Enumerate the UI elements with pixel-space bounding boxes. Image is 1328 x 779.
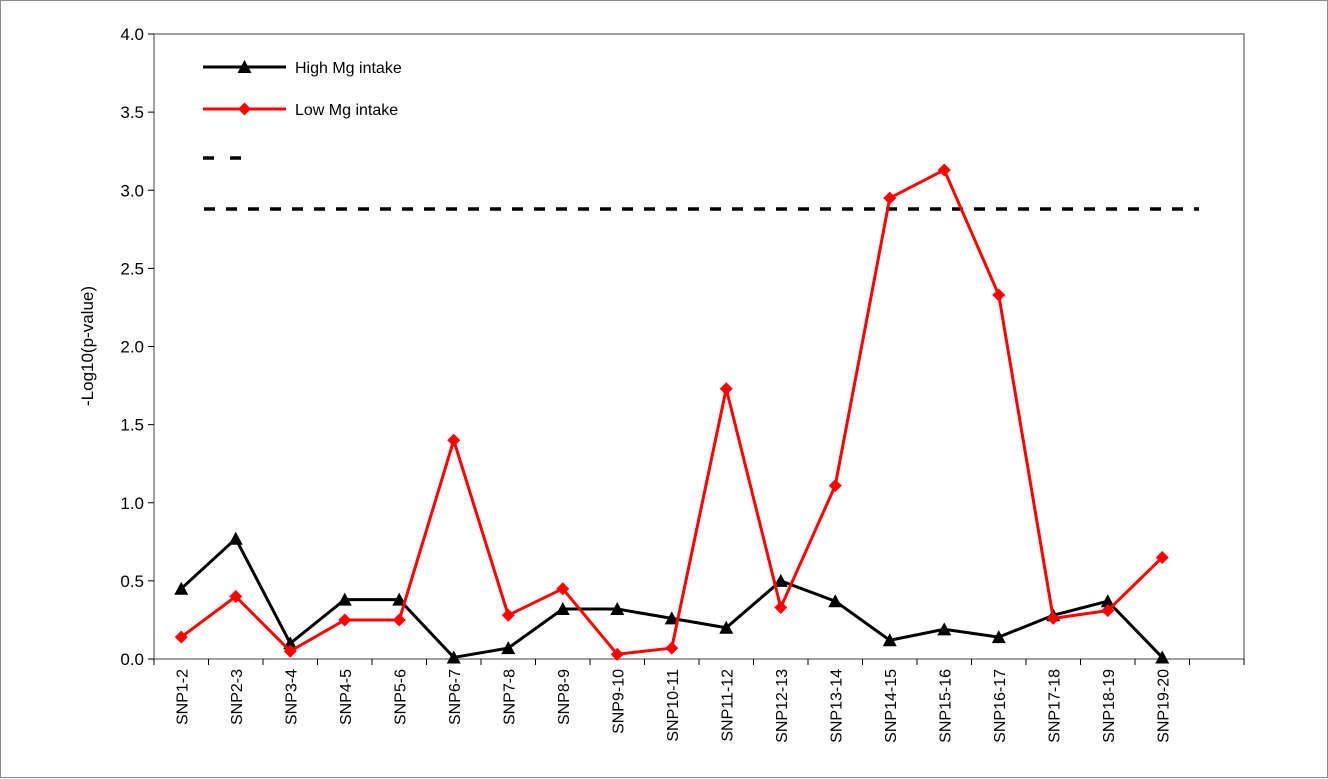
triangle-marker [828, 594, 843, 608]
x-tick-label: SNP1-2 [174, 669, 191, 725]
diamond-marker [283, 644, 297, 658]
x-tick-label: SNP14-15 [883, 669, 900, 743]
y-tick-label: 0.0 [120, 650, 144, 669]
x-tick-label: SNP2-3 [229, 669, 246, 725]
series-0 [174, 531, 1170, 664]
triangle-marker [664, 611, 679, 625]
y-tick-label: 1.5 [120, 416, 144, 435]
triangle-marker [991, 630, 1006, 644]
triangle-marker [1100, 594, 1115, 608]
x-tick-label: SNP6-7 [447, 669, 464, 725]
x-tick-label: SNP19-20 [1155, 669, 1172, 743]
x-tick-label: SNP3-4 [283, 669, 300, 725]
y-tick-label: 2.5 [120, 259, 144, 278]
diamond-marker [501, 608, 515, 622]
diamond-marker [238, 102, 251, 116]
triangle-marker [228, 531, 243, 545]
triangle-marker [237, 60, 252, 73]
diamond-marker [937, 163, 951, 177]
triangle-marker [773, 573, 788, 587]
y-tick-label: 2.0 [120, 338, 144, 357]
diamond-marker [229, 590, 243, 603]
triangle-marker [446, 650, 461, 664]
x-tick-label: SNP17-18 [1046, 669, 1063, 743]
x-tick-label: SNP11-12 [719, 669, 736, 742]
x-tick-label: SNP18-19 [1101, 669, 1118, 743]
diamond-marker [1101, 604, 1115, 618]
series-1 [174, 163, 1169, 661]
diamond-marker [1155, 550, 1169, 564]
diamond-marker [556, 582, 570, 596]
x-tick-label: SNP10-11 [665, 669, 682, 742]
x-tick-label: SNP5-6 [392, 669, 409, 725]
diamond-marker [174, 630, 188, 644]
legend: High Mg intake Low Mg intake [203, 60, 402, 160]
y-tick-label: 0.5 [120, 572, 144, 591]
x-tick-label: SNP8-9 [556, 669, 573, 725]
diamond-marker [1046, 611, 1060, 625]
triangle-marker [937, 622, 952, 636]
plot-area [153, 33, 1245, 660]
x-tick-label: SNP9-10 [610, 669, 627, 734]
triangle-marker [610, 602, 625, 615]
triangle-marker [882, 633, 897, 647]
diamond-marker [447, 433, 461, 447]
triangle-marker [1155, 650, 1170, 664]
triangle-marker [392, 592, 407, 606]
y-tick-label: 3.0 [120, 181, 144, 200]
legend-label: Low Mg intake [295, 102, 398, 119]
triangle-marker [501, 641, 516, 655]
x-tick-label: SNP7-8 [501, 669, 518, 725]
legend-label: High Mg intake [295, 60, 402, 77]
y-tick-label: 3.5 [120, 103, 144, 122]
diamond-marker [719, 382, 733, 396]
diamond-marker [338, 613, 352, 627]
x-tick-label: SNP4-5 [338, 669, 355, 725]
axes: 0.0 0.5 1.0 1.5 2.0 2.5 3.0 3.5 4.0 SNP1-2 SNP2-3 S… [120, 25, 1245, 743]
triangle-marker [555, 602, 570, 615]
y-tick-label: 1.0 [120, 494, 144, 513]
x-tick-label: SNP15-16 [937, 669, 954, 743]
triangle-marker [337, 592, 352, 606]
x-tick-label: SNP12-13 [774, 669, 791, 743]
diamond-marker [992, 288, 1006, 302]
diamond-marker [392, 613, 406, 627]
y-axis-label: -Log10(p-value) [78, 286, 97, 406]
diamond-marker [828, 479, 842, 493]
diamond-marker [610, 647, 624, 661]
series-layer [174, 163, 1170, 664]
diamond-marker [774, 600, 788, 614]
y-tick-label: 4.0 [120, 25, 144, 44]
diamond-marker [883, 191, 897, 205]
diamond-marker [665, 641, 679, 655]
triangle-marker [719, 620, 734, 634]
x-tick-label: SNP13-14 [828, 669, 845, 743]
x-tick-label: SNP16-17 [992, 669, 1009, 743]
triangle-marker [174, 581, 189, 595]
